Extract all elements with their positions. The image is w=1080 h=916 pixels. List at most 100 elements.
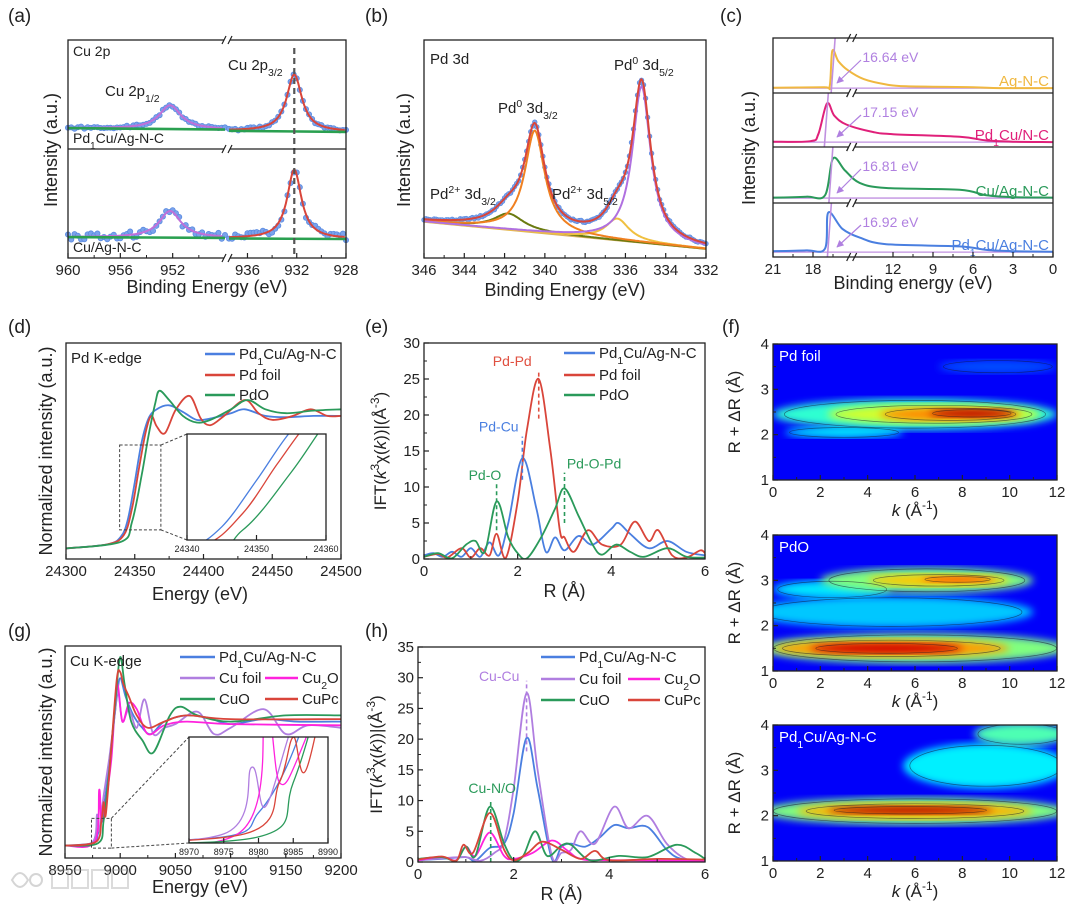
heatmap-title: PdO: [779, 539, 809, 556]
y-tick-label: 25: [397, 700, 414, 717]
panel-label: (g): [8, 621, 31, 642]
y-axis-label: Normalized intensity (a.u.): [36, 346, 56, 555]
axis-break-gap: [848, 144, 855, 150]
arrow-icon: [836, 224, 862, 248]
x-tick-label: 0: [420, 563, 428, 580]
inset-spectrum: [189, 737, 300, 841]
x-tick-label: 6: [911, 865, 919, 882]
x-axis-label: R (Å): [541, 884, 583, 904]
y-axis-label: R + ΔR (Å): [725, 562, 744, 645]
heatmap-hotspot: [938, 359, 1057, 374]
cutoff-value-label: 17.15 eV: [862, 104, 919, 120]
x-tick-label: 334: [653, 262, 678, 279]
axis-break-gap: [224, 255, 230, 261]
heatmap-hotspot: [809, 642, 964, 654]
peak-annotation: Cu-Cu: [479, 668, 519, 684]
contour-line: [884, 407, 1017, 421]
arrow-icon: [836, 114, 862, 138]
x-tick-label: 8970: [179, 847, 199, 857]
x-axis-label: k (Å-1): [892, 689, 938, 711]
arrow-icon: [836, 59, 862, 84]
data-point: [127, 228, 134, 235]
x-tick-label: 12: [1049, 484, 1066, 501]
contour-line: [789, 427, 899, 438]
x-tick-label: 0: [769, 865, 777, 882]
y-tick-label: 1: [761, 472, 769, 489]
x-axis-label: R (Å): [544, 581, 586, 601]
x-tick-label: 6: [911, 484, 919, 501]
y-tick-label: 1: [761, 853, 769, 870]
heatmap-hotspot: [773, 596, 1034, 628]
contour-line: [773, 597, 1023, 627]
plot-title: Pd K-edge: [71, 350, 142, 367]
x-tick-label: 346: [411, 262, 436, 279]
xanes-spectrum: [66, 389, 341, 550]
y-tick-label: 3: [761, 381, 769, 398]
heatmap-hotspot: [922, 576, 994, 583]
legend-label: Cu2O: [302, 670, 339, 692]
x-tick-label: 12: [1049, 675, 1066, 692]
xanes-spectrum: [66, 394, 341, 550]
x-tick-label: 2: [816, 484, 824, 501]
plot-title: Pd 3d: [430, 51, 469, 68]
y-tick-label: 0: [412, 551, 420, 568]
y-tick-label: 5: [406, 823, 414, 840]
axis-break-gap: [224, 146, 230, 152]
x-tick-label: 8985: [283, 847, 303, 857]
fit-curve: [228, 168, 345, 239]
y-tick-label: 0: [406, 854, 414, 871]
panel-label: (b): [365, 6, 388, 27]
x-tick-label: 21: [765, 261, 782, 278]
y-tick-label: 10: [403, 479, 420, 496]
watermark-glyph: [111, 869, 129, 889]
heatmap-hotspot: [784, 426, 904, 438]
contour-line: [872, 574, 1005, 587]
x-tick-label: 8950: [48, 862, 81, 879]
data-point: [339, 230, 346, 237]
ft-curve: [418, 692, 705, 862]
y-tick-label: 4: [761, 527, 769, 544]
y-tick-label: 1: [761, 663, 769, 680]
x-tick-label: 340: [532, 262, 557, 279]
y-axis-label: Normalized intensity (a.u.): [36, 647, 56, 856]
axis-break-gap: [848, 90, 855, 96]
panel-label: (a): [8, 6, 31, 27]
zoom-connector-line: [160, 433, 188, 446]
heatmap-hotspot: [903, 743, 1057, 789]
contour-line: [815, 643, 958, 654]
x-tick-label: 2: [816, 865, 824, 882]
x-tick-label: 8980: [248, 847, 268, 857]
x-tick-label: 2: [509, 866, 517, 883]
contour-line: [943, 360, 1053, 374]
x-tick-label: 4: [607, 563, 615, 580]
x-tick-label: 18: [805, 261, 822, 278]
x-tick-label: 332: [693, 262, 718, 279]
x-tick-label: 9050: [159, 862, 192, 879]
plot-title: Cu K-edge: [70, 653, 142, 670]
y-tick-label: 30: [403, 335, 420, 352]
peak-annotation: Cu-N/O: [468, 780, 516, 796]
x-tick-label: 6: [969, 261, 977, 278]
component-curve: [423, 129, 707, 250]
ups-spectrum: [773, 48, 1053, 91]
ft-curve: [418, 736, 705, 862]
x-tick-label: 0: [769, 675, 777, 692]
axis-break-icon: [846, 142, 858, 152]
sample-label: Pd1Cu/N-C: [975, 127, 1049, 149]
heatmap-title: Pd1Cu/Ag-N-C: [779, 729, 877, 751]
peak-annotation: Pd-O-Pd: [567, 455, 621, 471]
cutoff-tangent-line: [828, 146, 834, 204]
x-tick-label: 338: [573, 262, 598, 279]
ft-curve: [418, 812, 705, 862]
x-axis-label: Binding Energy (eV): [484, 280, 645, 300]
zoom-connector-line: [160, 529, 188, 541]
x-tick-label: 8975: [214, 847, 234, 857]
contour-line: [909, 745, 1057, 787]
peak-annotation: Pd2+ 3d5/2: [552, 184, 618, 208]
contour-line: [805, 803, 1025, 819]
axis-break-icon: [221, 35, 233, 45]
wavelet-heatmap: [773, 535, 1057, 671]
contour-line: [924, 576, 991, 583]
y-axis-label: IFT(k3χ(k))|(Å-3): [368, 392, 390, 510]
y-axis-label: IFT(k3χ(k))|(Å-3): [364, 695, 386, 813]
